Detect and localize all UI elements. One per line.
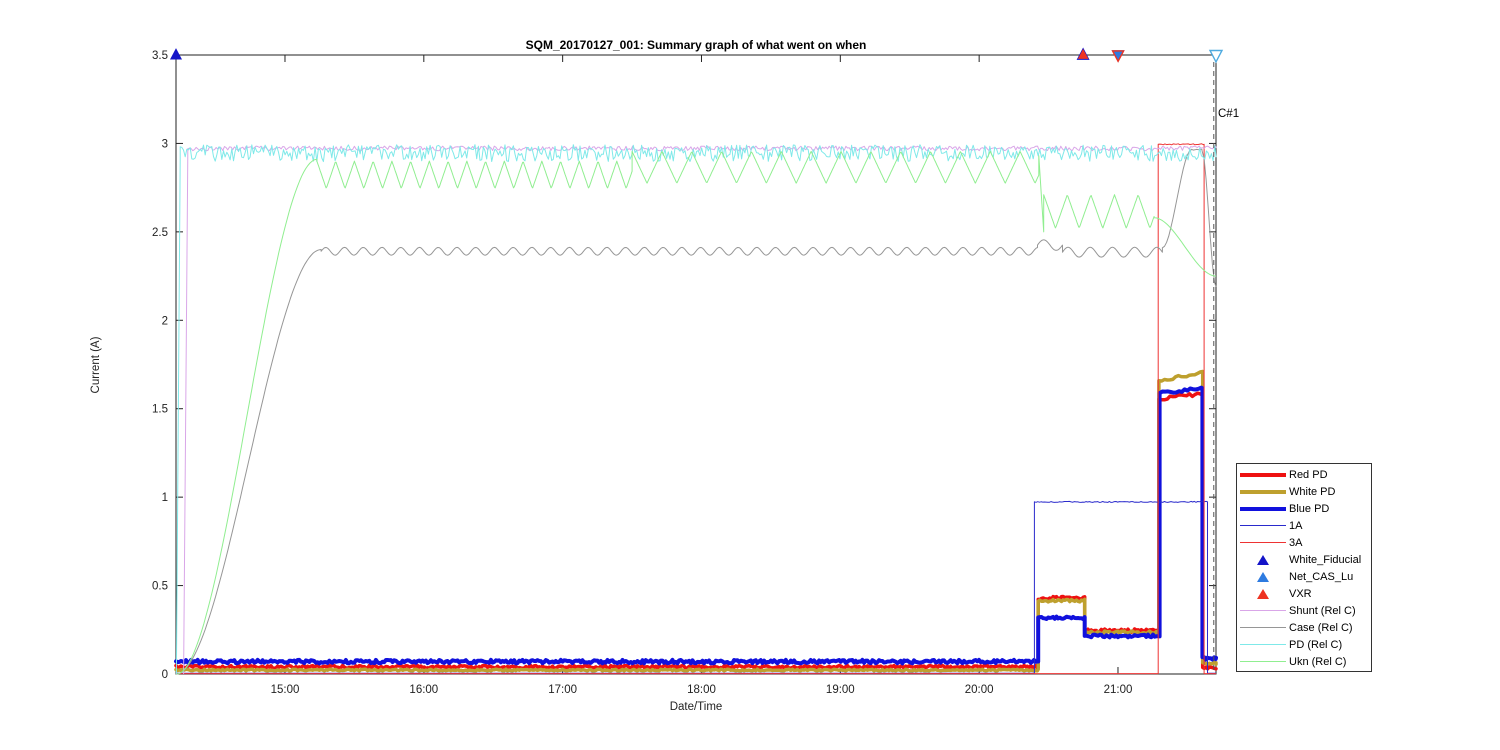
legend-swatch [1237, 610, 1289, 611]
legend-item-label: Blue PD [1289, 502, 1330, 515]
legend-item-label: Case (Rel C) [1289, 621, 1353, 634]
series-line-shunt-rel-c- [183, 145, 1217, 675]
y-tick-label: 0.5 [152, 581, 168, 593]
cursor-label: C#1 [1218, 108, 1240, 120]
y-tick-label: 0 [162, 669, 168, 681]
legend-item-label: PD (Rel C) [1289, 638, 1343, 651]
event-marker-white-fiducial [170, 48, 182, 60]
legend-line-swatch [1240, 506, 1286, 511]
legend-item: Ukn (Rel C) [1237, 653, 1371, 670]
y-tick-label: 2 [162, 315, 168, 327]
triangle-marker-icon [1257, 571, 1269, 582]
legend-item: PD (Rel C) [1237, 636, 1371, 653]
legend-item: Blue PD [1237, 500, 1371, 517]
legend-item-label: Ukn (Rel C) [1289, 655, 1347, 668]
legend-line-swatch [1240, 489, 1286, 494]
x-tick-label: 15:00 [271, 684, 300, 696]
legend-item-label: Net_CAS_Lu [1289, 570, 1354, 583]
legend-swatch [1237, 506, 1289, 511]
legend-line-swatch [1240, 627, 1286, 628]
event-marker-vxr [1077, 49, 1089, 59]
series-line-1a [176, 500, 1216, 674]
legend-item-label: 1A [1289, 519, 1303, 532]
x-tick-label: 21:00 [1104, 684, 1133, 696]
x-tick-label: 16:00 [409, 684, 438, 696]
legend-item-label: White_Fiducial [1289, 553, 1362, 566]
y-tick-label: 1.5 [152, 404, 168, 416]
legend-swatch [1237, 627, 1289, 628]
legend-item: 3A [1237, 534, 1371, 551]
triangle-marker-icon [1257, 554, 1269, 565]
legend-item-label: White PD [1289, 485, 1336, 498]
legend-item-label: VXR [1289, 587, 1312, 600]
legend-item: VXR [1237, 585, 1371, 602]
y-tick-label: 1 [162, 492, 168, 504]
legend-swatch [1237, 542, 1289, 543]
x-tick-label: 18:00 [687, 684, 716, 696]
legend-line-swatch [1240, 525, 1286, 526]
event-marker-cursor-head [1208, 49, 1224, 64]
y-tick-label: 2.5 [152, 227, 168, 239]
triangle-marker-icon [1257, 588, 1269, 599]
y-axis-label: Current (A) [90, 336, 102, 394]
legend-line-swatch [1240, 472, 1286, 477]
legend-item: 1A [1237, 517, 1371, 534]
legend-line-swatch [1240, 661, 1286, 662]
legend-item-label: Shunt (Rel C) [1289, 604, 1356, 617]
legend-swatch [1237, 472, 1289, 477]
legend-swatch [1237, 644, 1289, 645]
y-tick-label: 3 [162, 138, 168, 150]
legend-swatch [1237, 661, 1289, 662]
series-line-white-pd [174, 369, 1218, 673]
legend-item-label: 3A [1289, 536, 1303, 549]
legend-item: Net_CAS_Lu [1237, 568, 1371, 585]
x-tick-label: 19:00 [826, 684, 855, 696]
series-line-red-pd [174, 391, 1218, 671]
x-axis-label: Date/Time [669, 701, 723, 713]
legend-item: White PD [1237, 483, 1371, 500]
legend-line-swatch [1240, 644, 1286, 645]
legend-swatch [1237, 571, 1289, 582]
series-line-pd-rel-c- [175, 144, 1217, 675]
legend-swatch [1237, 588, 1289, 599]
x-tick-label: 20:00 [965, 684, 994, 696]
legend-swatch [1237, 554, 1289, 565]
event-marker-vxr [1111, 50, 1125, 63]
x-tick-label: 17:00 [548, 684, 577, 696]
event-marker-net-cas-lu [1111, 50, 1125, 63]
legend-line-swatch [1240, 542, 1286, 543]
legend-item: White_Fiducial [1237, 551, 1371, 568]
legend-item: Red PD [1237, 466, 1371, 483]
series-line-ukn-rel-c- [176, 150, 1217, 675]
legend-swatch [1237, 525, 1289, 526]
y-tick-label: 3.5 [152, 50, 168, 62]
legend-item: Shunt (Rel C) [1237, 602, 1371, 619]
legend-line-swatch [1240, 610, 1286, 611]
legend-item-label: Red PD [1289, 468, 1328, 481]
chart-title: SQM_20170127_001: Summary graph of what … [525, 38, 867, 52]
legend-item: Case (Rel C) [1237, 619, 1371, 636]
series-line-3a [176, 143, 1216, 675]
legend[interactable]: Red PD White PD Blue PD 1A 3A White_Fiducial N… [1236, 463, 1372, 672]
legend-swatch [1237, 489, 1289, 494]
series-line-case-rel-c- [175, 148, 1217, 675]
series-line-blue-pd [174, 385, 1218, 666]
